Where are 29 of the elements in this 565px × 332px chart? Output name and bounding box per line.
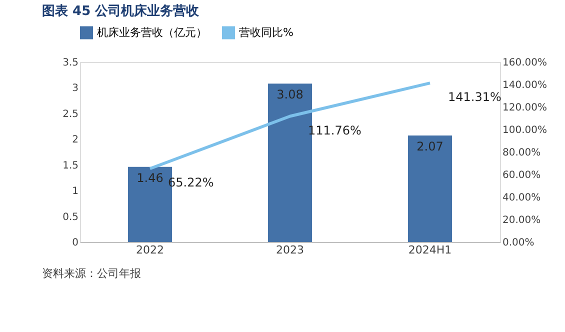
y-tick-label: 2 xyxy=(72,134,78,146)
y2-tick-label: 160.00% xyxy=(502,58,547,68)
y2-tick-label: 40.00% xyxy=(502,192,541,204)
data-label: 2.07 xyxy=(416,140,444,154)
y-tick-label: 0.5 xyxy=(62,212,78,223)
data-label: 141.31% xyxy=(448,90,502,104)
y2-tick-label: 0.00% xyxy=(502,238,534,248)
y-tick-label: 3.5 xyxy=(62,58,78,68)
y2-tick-label: 120.00% xyxy=(502,102,547,114)
legend-label: 机床业务营收（亿元） xyxy=(97,26,207,39)
text: 资料来源：公司年报 xyxy=(42,267,141,280)
chart-title: 图表 45 公司机床业务营收 xyxy=(42,3,200,19)
y-tick-label: 0 xyxy=(72,238,78,248)
y2-tick-label: 80.00% xyxy=(502,148,541,158)
y-tick-label: 1.5 xyxy=(62,160,78,172)
y-tick-label: 2.5 xyxy=(62,108,78,120)
x-tick-label: 2023 xyxy=(276,244,304,256)
x-tick-label: 2024H1 xyxy=(408,244,452,256)
y-tick-label: 1 xyxy=(72,186,78,198)
x-tick-label: 2022 xyxy=(136,244,164,256)
y2-tick-label: 140.00% xyxy=(502,80,547,91)
bar xyxy=(408,136,452,242)
data-label: 1.46 xyxy=(136,170,164,185)
legend-label: 营收同比% xyxy=(239,26,294,39)
y2-tick-label: 100.00% xyxy=(502,125,547,136)
y-tick-label: 3 xyxy=(72,83,78,94)
data-label: 3.08 xyxy=(276,88,304,102)
y2-tick-label: 20.00% xyxy=(502,215,541,226)
y2-tick-label: 60.00% xyxy=(502,170,541,181)
